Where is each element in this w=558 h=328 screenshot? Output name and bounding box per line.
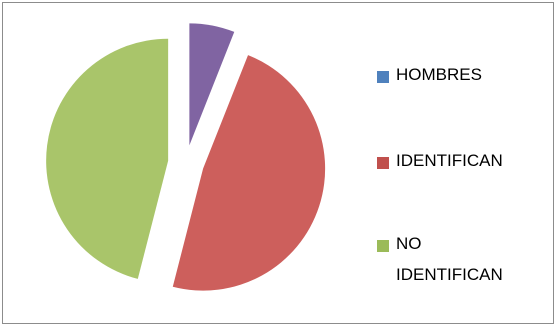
legend-swatch-no-identifican xyxy=(377,240,389,252)
pie-slice-hombres xyxy=(189,23,235,146)
pie-slice-identifican xyxy=(172,55,326,291)
legend-label-identifican: IDENTIFICAN xyxy=(396,151,503,170)
legend-label-no-identifican-line1: NO xyxy=(396,234,422,253)
pie-chart xyxy=(46,23,326,291)
legend-swatch-identifican xyxy=(377,157,389,169)
legend: HOMBRES IDENTIFICAN NO IDENTIFICAN xyxy=(377,3,552,323)
pie-slice-no-identifican xyxy=(46,38,169,279)
legend-label-hombres: HOMBRES xyxy=(396,65,482,84)
legend-swatch-hombres xyxy=(377,71,389,83)
chart-area: HOMBRES IDENTIFICAN NO IDENTIFICAN xyxy=(2,2,554,324)
legend-label-no-identifican-line2: IDENTIFICAN xyxy=(396,265,503,284)
